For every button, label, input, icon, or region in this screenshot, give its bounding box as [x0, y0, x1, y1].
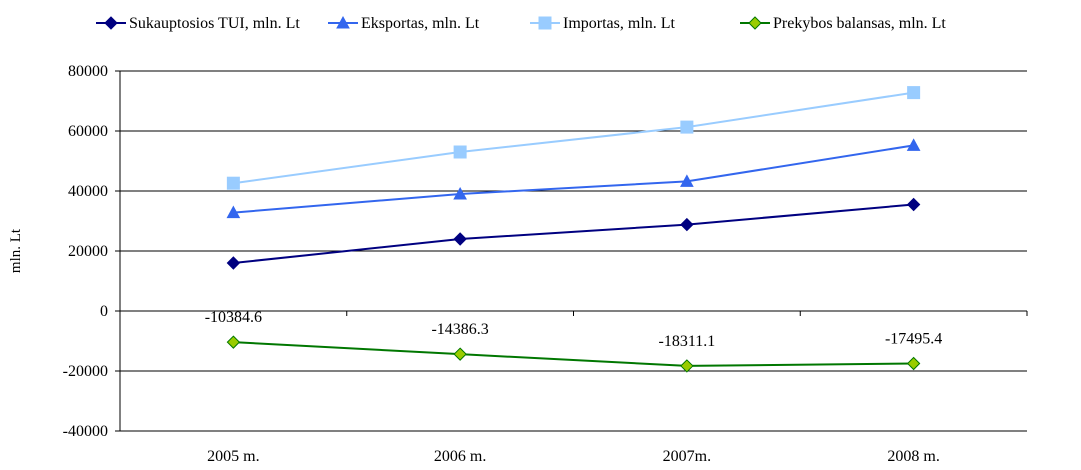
y-tick-label: 60000 [68, 123, 108, 140]
y-tick-label: -40000 [63, 423, 108, 440]
y-tick-label: 20000 [68, 243, 108, 260]
x-tick-label: 2006 m. [434, 448, 486, 465]
data-label: -18311.1 [659, 333, 716, 350]
series-line-0 [233, 203, 914, 264]
data-point [226, 205, 241, 219]
data-point [453, 145, 467, 159]
data-point [680, 120, 694, 134]
data-label: -10384.6 [205, 309, 262, 326]
legend-marker [104, 16, 118, 30]
series-line-3 [233, 341, 914, 367]
series-line-2 [233, 91, 914, 185]
data-point [680, 217, 694, 232]
data-point [680, 359, 694, 373]
legend-marker [538, 16, 552, 30]
series-line-1 [233, 144, 914, 214]
axes: -40000 -20000 0 20000 40000 60000 80000 2005 m.… [8, 63, 1028, 465]
data-label: -17495.4 [885, 330, 942, 347]
y-tick-label: 0 [100, 303, 108, 320]
y-tick-label: 80000 [68, 63, 108, 80]
data-labels: -10384.6 -14386.3 -18311.1 -17495.4 [205, 309, 943, 350]
legend-label: Eksportas, mln. Lt [361, 15, 480, 32]
data-point [226, 256, 241, 270]
data-point [680, 174, 694, 187]
gridlines [120, 70, 1027, 432]
x-tick-label: 2008 m. [887, 448, 939, 465]
y-tick-label: -20000 [63, 363, 108, 380]
data-point [906, 356, 921, 371]
series-layer [226, 86, 921, 373]
legend: Sukauptosios TUI, mln. Lt Eksportas, mln.… [96, 15, 946, 32]
legend-label: Prekybos balansas, mln. Lt [773, 15, 946, 32]
data-point [453, 347, 467, 361]
data-point [226, 335, 241, 349]
data-point [453, 232, 467, 246]
legend-marker [748, 16, 762, 30]
legend-label: Importas, mln. Lt [563, 15, 676, 32]
data-point [907, 86, 921, 100]
legend-label: Sukauptosios TUI, mln. Lt [129, 15, 300, 32]
data-point [906, 197, 921, 212]
data-label: -14386.3 [431, 321, 488, 338]
x-tick-label: 2005 m. [207, 448, 259, 465]
data-point [906, 138, 921, 151]
x-tick-label: 2007m. [663, 448, 711, 465]
y-axis-title: mln. Lt [8, 228, 24, 273]
y-tick-label: 40000 [68, 183, 108, 200]
legend-marker [336, 15, 350, 29]
data-point [226, 176, 240, 190]
data-point [453, 186, 467, 200]
